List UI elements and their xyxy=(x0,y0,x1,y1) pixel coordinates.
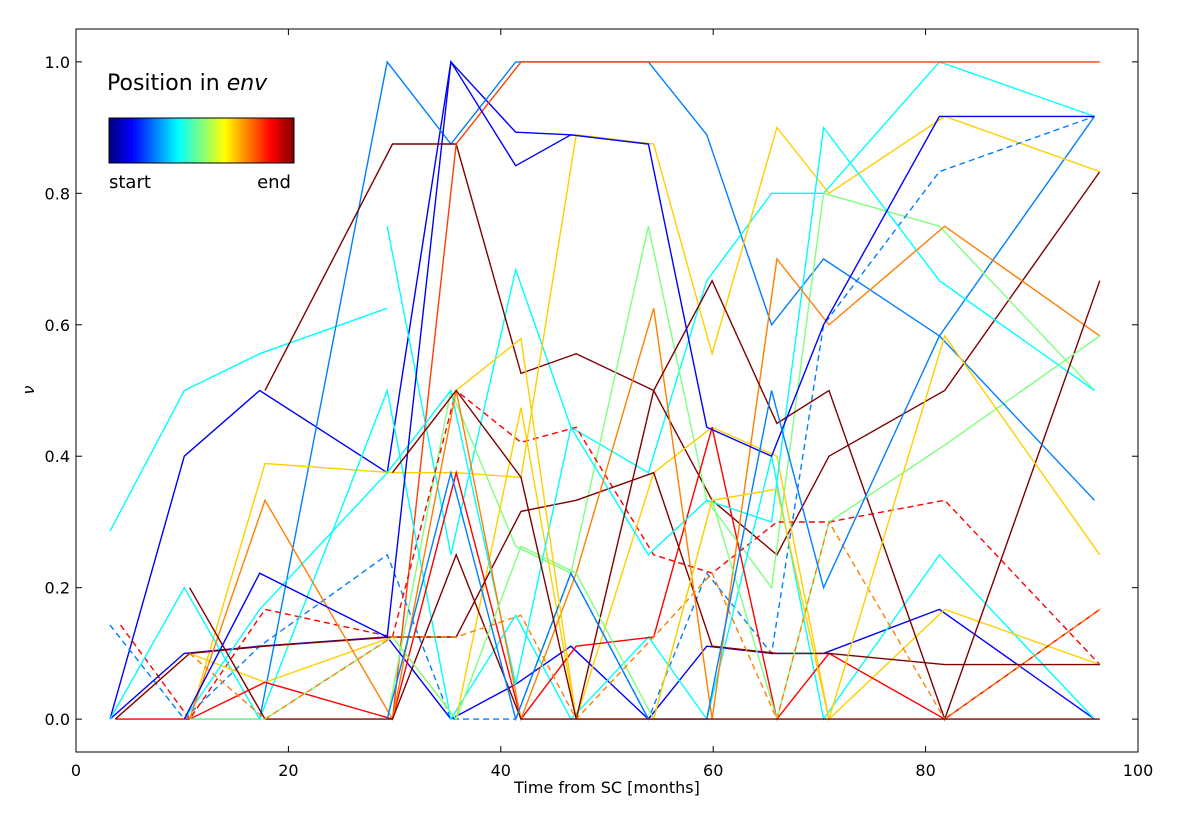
y-tick-label: 0.4 xyxy=(45,447,70,466)
legend-title-prefix: Position in xyxy=(107,71,227,96)
series-line-19 xyxy=(189,335,1101,722)
colorbar-legend: Position in env start end xyxy=(107,71,295,193)
legend-title: Position in env xyxy=(107,71,268,96)
x-tick-label: 20 xyxy=(278,761,298,780)
series-line-17 xyxy=(188,279,1101,722)
y-tick-label: 0.0 xyxy=(45,710,70,729)
series-line-15 xyxy=(183,125,1095,720)
series-line-18 xyxy=(183,59,1095,720)
series-line-5 xyxy=(391,61,1100,720)
x-axis-label: Time from SC [months] xyxy=(513,778,700,797)
series-line-20 xyxy=(189,520,1101,722)
series-line-7 xyxy=(386,192,1096,720)
series-layer xyxy=(109,59,1101,722)
series-line-14 xyxy=(114,471,1100,720)
y-tick-label: 0.6 xyxy=(45,316,70,335)
x-tick-label: 0 xyxy=(71,761,81,780)
x-tick-label: 40 xyxy=(491,761,511,780)
series-line-16 xyxy=(188,225,1101,722)
y-tick-label: 0.2 xyxy=(45,579,70,598)
series-line-23 xyxy=(391,389,1100,720)
series-line-22 xyxy=(391,334,1101,722)
series-line-3 xyxy=(386,61,1095,555)
y-tick-label: 0.8 xyxy=(45,184,70,203)
legend-title-italic: env xyxy=(227,71,268,96)
series-line-0 xyxy=(109,307,388,532)
legend-start-label: start xyxy=(109,172,151,193)
x-tick-label: 100 xyxy=(1123,761,1154,780)
plot-frame xyxy=(75,28,1139,753)
y-tick-label: 1.0 xyxy=(45,53,70,72)
y-axis-label: ν xyxy=(19,385,38,394)
y-axis: 0.0 0.2 0.4 0.6 0.8 1.0 xyxy=(45,53,1138,729)
colorbar xyxy=(108,117,295,164)
x-axis: 0 20 40 60 80 100 xyxy=(71,29,1153,780)
legend-end-label: end xyxy=(257,172,291,193)
x-tick-label: 80 xyxy=(915,761,935,780)
series-line-1 xyxy=(109,60,649,720)
x-tick-label: 60 xyxy=(703,761,723,780)
